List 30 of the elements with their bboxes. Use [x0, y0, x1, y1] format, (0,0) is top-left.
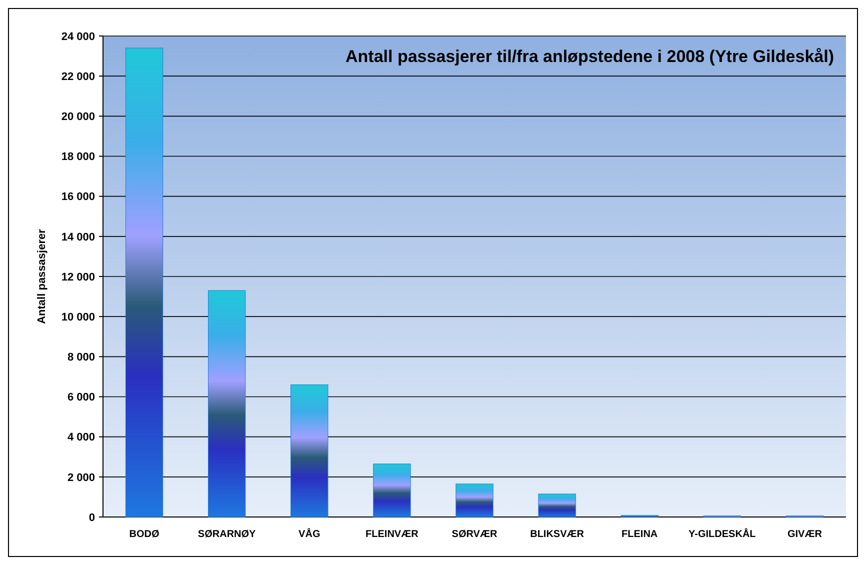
- y-tick-label: 0: [88, 512, 95, 524]
- y-tick-label: 18 000: [61, 151, 95, 164]
- x-tick-label: BODØ: [129, 529, 160, 540]
- y-axis-title: Antall passasjerer: [36, 228, 48, 324]
- x-tick-label: FLEINVÆR: [366, 529, 420, 540]
- bar: [538, 494, 576, 518]
- x-tick-label: FLEINA: [622, 529, 658, 540]
- x-tick-label: BLIKSVÆR: [530, 529, 585, 540]
- x-tick-label: GIVÆR: [787, 529, 823, 540]
- y-tick-label: 24 000: [61, 30, 95, 43]
- x-tick-label: SØRARNØY: [198, 529, 256, 540]
- y-tick-label: 2 000: [67, 472, 95, 484]
- y-tick-label: 12 000: [61, 271, 95, 284]
- text: Antall passasjerer til/fra anløpstedene i 2008 (Ytre Gildeskål): [346, 47, 834, 66]
- y-tick-label: 10 000: [61, 311, 95, 324]
- bar: [208, 290, 246, 518]
- y-tick-label: 6 000: [67, 392, 95, 404]
- bar: [456, 484, 494, 518]
- y-tick-label: 16 000: [61, 191, 95, 204]
- bar: [125, 48, 164, 518]
- y-tick-label: 14 000: [61, 231, 95, 244]
- x-tick-label: Y-GILDESKÅL: [688, 528, 756, 540]
- y-tick-label: 4 000: [67, 432, 95, 444]
- y-tick-label: 8 000: [67, 352, 95, 364]
- x-tick-label: SØRVÆR: [452, 529, 498, 540]
- y-tick-label: 20 000: [61, 111, 95, 124]
- x-tick-label: VÅG: [298, 528, 320, 540]
- bar: [290, 384, 328, 518]
- bar: [373, 464, 411, 518]
- y-tick-label: 22 000: [61, 70, 95, 83]
